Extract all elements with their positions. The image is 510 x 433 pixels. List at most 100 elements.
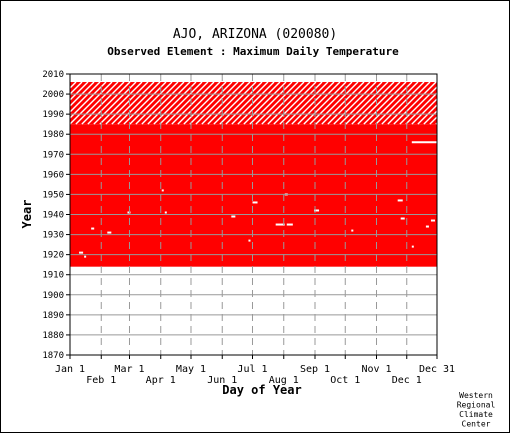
missing-data-mark	[400, 217, 405, 220]
y-tick-label: 1900	[42, 291, 64, 301]
missing-data-hatch	[411, 98, 438, 125]
missing-data-hatch	[297, 81, 341, 125]
y-tick-label: 1920	[42, 251, 64, 261]
missing-data-hatch	[129, 81, 173, 125]
missing-data-hatch	[81, 81, 125, 125]
y-tick-label: 1970	[42, 150, 64, 160]
missing-data-hatch	[369, 81, 413, 125]
missing-data-hatch	[225, 81, 269, 125]
x-tick-label: Dec 1	[392, 375, 422, 386]
missing-data-mark	[411, 141, 437, 144]
missing-data-mark	[252, 201, 258, 204]
x-tick-label: Jan 1	[55, 364, 85, 375]
missing-data-hatch	[393, 81, 437, 125]
missing-data-mark	[313, 209, 320, 212]
credit-line: Regional	[457, 401, 496, 410]
missing-data-hatch	[87, 81, 131, 125]
credit-line: Center	[462, 420, 491, 429]
missing-data-hatch	[69, 81, 107, 119]
missing-data-hatch	[93, 81, 137, 125]
missing-data-hatch	[381, 81, 425, 125]
missing-data-hatch	[195, 81, 239, 125]
data-layer	[69, 81, 438, 267]
x-tick-label: Apr 1	[146, 375, 176, 386]
y-tick-label: 2000	[42, 90, 64, 100]
y-tick-label: 1990	[42, 110, 64, 120]
missing-data-hatch	[69, 81, 89, 101]
y-tick-label: 1980	[42, 130, 64, 140]
missing-data-hatch	[237, 81, 281, 125]
missing-data-hatch	[249, 81, 293, 125]
x-tick-label: Sep 1	[300, 364, 330, 375]
x-tick-label: Nov 1	[361, 364, 391, 375]
missing-data-hatch	[201, 81, 245, 125]
missing-data-hatch	[399, 86, 438, 125]
missing-data-hatch	[267, 81, 311, 125]
missing-data-hatch	[303, 81, 347, 125]
missing-data-hatch	[117, 81, 161, 125]
chart-subtitle: Observed Element : Maximum Daily Tempera…	[107, 45, 399, 58]
missing-data-hatch	[387, 81, 431, 125]
missing-data-hatch	[99, 81, 143, 125]
missing-data-hatch	[177, 81, 221, 125]
partial-record-gaps	[69, 81, 438, 125]
missing-data-hatch	[69, 81, 77, 89]
missing-data-hatch	[255, 81, 299, 125]
missing-data-hatch	[111, 81, 155, 125]
x-tick-label: Aug 1	[269, 375, 299, 386]
missing-data-hatch	[189, 81, 233, 125]
missing-data-hatch	[219, 81, 263, 125]
missing-data-hatch	[147, 81, 191, 125]
y-tick-label: 1960	[42, 170, 64, 180]
missing-data-hatch	[165, 81, 209, 125]
missing-data-mark	[91, 227, 95, 230]
missing-data-hatch	[135, 81, 179, 125]
y-tick-label: 1880	[42, 331, 64, 341]
credit-line: Western	[459, 391, 493, 400]
x-axis-title: Day of Year	[222, 383, 301, 397]
missing-data-hatch	[339, 81, 383, 125]
missing-data-mark	[164, 211, 167, 214]
x-tick-label: Dec 31	[419, 364, 455, 375]
y-tick-label: 1870	[42, 351, 64, 361]
missing-data-hatch	[423, 110, 438, 125]
missing-data-hatch	[351, 81, 395, 125]
y-axis-ticks: 2010 2000 1990 1980 1970 1960 1950 1940 1930 1920…	[42, 70, 70, 361]
missing-data-hatch	[375, 81, 419, 125]
missing-data-hatch	[321, 81, 365, 125]
missing-data-mark	[397, 199, 403, 202]
x-tick-label: Feb 1	[86, 375, 116, 386]
y-tick-label: 2010	[42, 70, 64, 80]
missing-data-mark	[84, 255, 87, 258]
missing-data-hatch	[315, 81, 359, 125]
y-axis-title: Year	[20, 200, 34, 229]
y-tick-label: 1950	[42, 190, 64, 200]
x-tick-label: Jun 1	[207, 375, 237, 386]
missing-data-hatch	[273, 81, 317, 125]
missing-data-hatch	[69, 81, 83, 95]
x-tick-label: May 1	[176, 364, 206, 375]
missing-data-hatch	[75, 81, 119, 125]
chart-title: AJO, ARIZONA (020080)	[173, 27, 337, 42]
missing-data-hatch	[345, 81, 389, 125]
missing-data-hatch	[261, 81, 305, 125]
missing-data-hatch	[213, 81, 257, 125]
missing-data-hatch	[429, 116, 438, 125]
missing-data-hatch	[183, 81, 227, 125]
missing-data-hatch	[363, 81, 407, 125]
missing-data-mark	[425, 225, 429, 228]
missing-data-hatch	[123, 81, 167, 125]
missing-data-mark	[430, 219, 435, 222]
missing-data-hatch	[291, 81, 335, 125]
missing-data-hatch	[333, 81, 377, 125]
missing-data-mark	[79, 251, 84, 254]
missing-data-hatch	[105, 81, 149, 125]
missing-data-mark	[411, 245, 414, 248]
missing-data-mark	[231, 215, 236, 218]
x-tick-label: Mar 1	[114, 364, 144, 375]
missing-data-mark	[161, 189, 164, 192]
missing-data-mark	[248, 239, 251, 242]
x-axis-ticks: Jan 1 Mar 1 May 1 Jul 1 Sep 1 Nov 1 Dec 31 Feb …	[55, 355, 455, 386]
